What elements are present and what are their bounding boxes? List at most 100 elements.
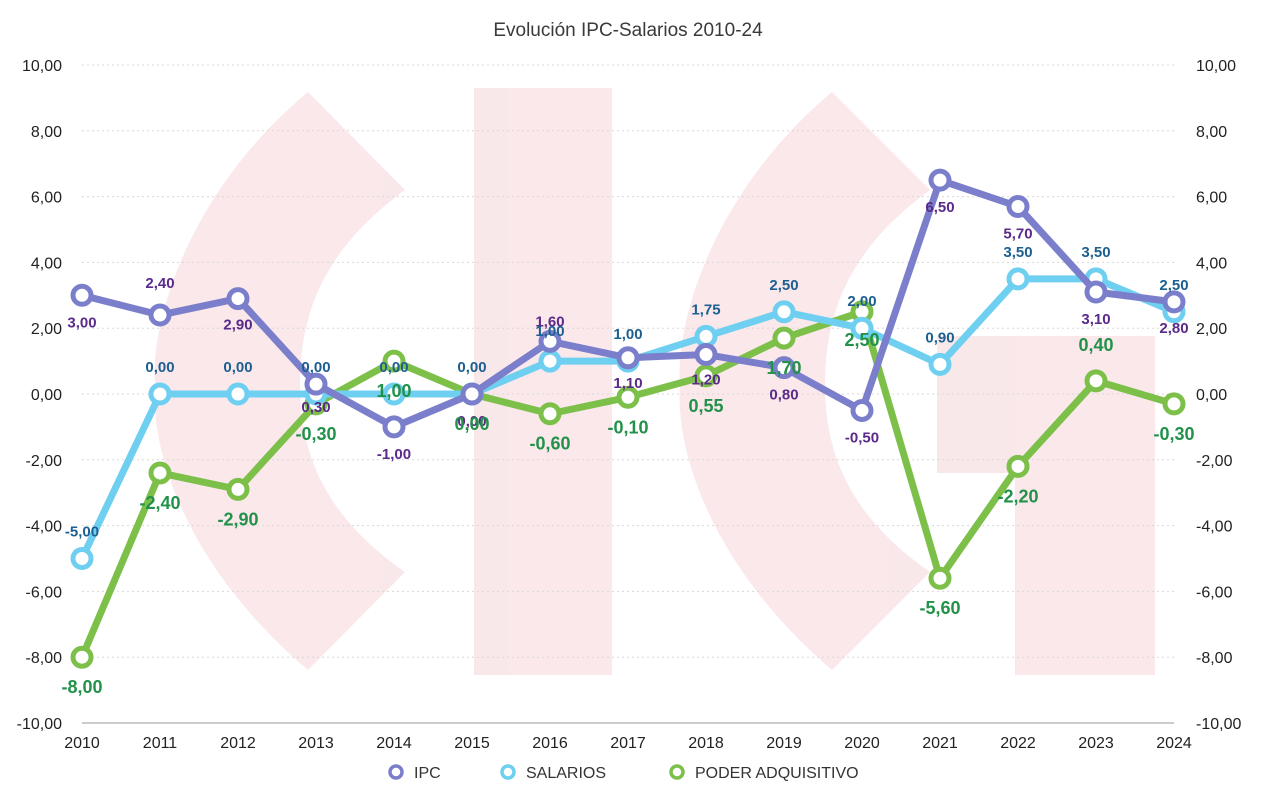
data-label: 2,50 <box>769 277 798 294</box>
data-point <box>616 346 640 370</box>
x-tick-label: 2018 <box>688 735 724 752</box>
data-label: 3,50 <box>1081 244 1110 261</box>
data-point <box>1006 267 1030 291</box>
watermark-logo <box>154 88 1155 675</box>
legend: IPC SALARIOS PODER ADQUISITIVO <box>388 764 859 782</box>
y-tick-label-left: -6,00 <box>26 584 63 601</box>
y-tick-label-right: -8,00 <box>1196 650 1233 667</box>
data-label: 2,80 <box>1159 320 1188 337</box>
data-point <box>70 283 94 307</box>
data-point <box>928 566 952 590</box>
x-tick-label: 2012 <box>220 735 256 752</box>
legend-label: SALARIOS <box>526 765 606 782</box>
data-point <box>928 352 952 376</box>
x-tick-label: 2013 <box>298 735 334 752</box>
y-tick-label-left: 6,00 <box>31 190 62 207</box>
legend-marker <box>500 764 516 780</box>
x-tick-label: 2024 <box>1156 735 1192 752</box>
data-point <box>226 477 250 501</box>
data-point <box>850 398 874 422</box>
x-tick-label: 2010 <box>64 735 100 752</box>
data-label: 2,90 <box>223 317 252 334</box>
data-label: 0,55 <box>688 396 723 416</box>
data-label: 1,75 <box>691 301 720 318</box>
data-point <box>1084 369 1108 393</box>
data-label: 0,40 <box>1078 335 1113 355</box>
y-tick-label-right: -10,00 <box>1196 716 1241 733</box>
y-tick-label-left: 10,00 <box>22 58 62 75</box>
data-label: -2,90 <box>217 509 258 529</box>
data-label: 0,00 <box>145 359 174 376</box>
data-point <box>538 402 562 426</box>
data-label: 0,00 <box>223 359 252 376</box>
y-tick-label-right: 8,00 <box>1196 124 1227 141</box>
data-label: 2,00 <box>847 293 876 310</box>
data-label: 1,20 <box>691 372 720 389</box>
data-point <box>850 316 874 340</box>
data-label: -2,20 <box>997 486 1038 506</box>
x-tick-label: 2023 <box>1078 735 1114 752</box>
y-tick-label-right: 2,00 <box>1196 321 1227 338</box>
data-point <box>616 385 640 409</box>
x-tick-label: 2015 <box>454 735 490 752</box>
y-tick-label-left: -4,00 <box>26 519 63 536</box>
y-tick-label-left: 4,00 <box>31 255 62 272</box>
data-label: 0,00 <box>457 359 486 376</box>
data-point <box>1006 454 1030 478</box>
data-label: 5,70 <box>1003 225 1032 242</box>
data-point <box>382 382 406 406</box>
data-point <box>772 356 796 380</box>
y-tick-label-right: 10,00 <box>1196 58 1236 75</box>
data-point <box>1162 290 1186 314</box>
y-tick-label-right: 6,00 <box>1196 190 1227 207</box>
data-point <box>148 461 172 485</box>
data-label: 3,50 <box>1003 244 1032 261</box>
x-tick-label: 2016 <box>532 735 568 752</box>
x-tick-label: 2017 <box>610 735 646 752</box>
data-label: -0,30 <box>295 424 336 444</box>
legend-label: IPC <box>414 765 441 782</box>
data-label: -0,60 <box>529 434 570 454</box>
data-point <box>1162 392 1186 416</box>
data-point <box>538 329 562 353</box>
data-label: 0,00 <box>379 359 408 376</box>
data-label: 0,00 <box>301 359 330 376</box>
data-point <box>382 415 406 439</box>
data-point <box>694 343 718 367</box>
data-label: 0,80 <box>769 387 798 404</box>
chart-title: Evolución IPC-Salarios 2010-24 <box>493 20 763 41</box>
y-tick-label-left: 0,00 <box>31 387 62 404</box>
data-label: 1,00 <box>376 381 411 401</box>
data-label: 1,60 <box>535 313 564 330</box>
data-label: -5,00 <box>65 524 99 541</box>
data-label: 1,00 <box>613 326 642 343</box>
data-point <box>694 324 718 348</box>
y-tick-label-left: 2,00 <box>31 321 62 338</box>
data-label: -0,50 <box>845 429 879 446</box>
data-point <box>148 303 172 327</box>
data-point <box>148 382 172 406</box>
data-point <box>928 168 952 192</box>
y-tick-label-right: -6,00 <box>1196 584 1233 601</box>
data-label: 2,50 <box>1159 277 1188 294</box>
data-point <box>382 349 406 373</box>
y-tick-label-left: -10,00 <box>17 716 62 733</box>
data-label: 0,90 <box>925 329 954 346</box>
x-tick-label: 2020 <box>844 735 880 752</box>
data-point <box>70 645 94 669</box>
data-point <box>304 372 328 396</box>
data-label: 0,30 <box>301 399 330 416</box>
axes: -10,00 -10,00 -8,00 -8,00 -6,00 -6,00 -4,00 -4,… <box>17 58 1242 752</box>
data-point <box>1084 280 1108 304</box>
x-tick-label: 2022 <box>1000 735 1036 752</box>
y-tick-label-right: -2,00 <box>1196 453 1233 470</box>
data-point <box>772 326 796 350</box>
y-tick-label-right: -4,00 <box>1196 519 1233 536</box>
data-point <box>772 300 796 324</box>
data-point <box>226 382 250 406</box>
x-tick-label: 2011 <box>143 735 178 752</box>
data-point <box>70 547 94 570</box>
data-label: 1,10 <box>613 375 642 392</box>
